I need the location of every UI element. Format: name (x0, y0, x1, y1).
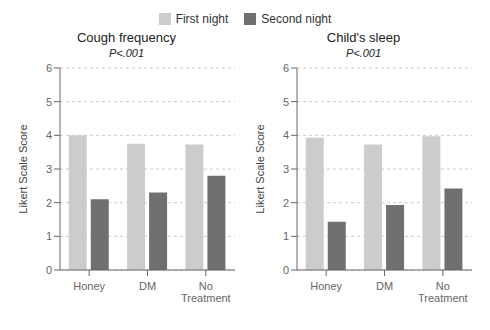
svg-text:0: 0 (46, 264, 52, 276)
svg-text:0: 0 (283, 264, 289, 276)
svg-text:6: 6 (46, 62, 52, 74)
svg-text:Honey: Honey (73, 280, 105, 292)
svg-text:1: 1 (46, 230, 52, 242)
svg-text:Likert Scale Score: Likert Scale Score (254, 124, 266, 213)
svg-text:1: 1 (283, 230, 289, 242)
svg-text:Likert Scale Score: Likert Scale Score (17, 124, 29, 213)
svg-text:5: 5 (283, 96, 289, 108)
svg-text:DM: DM (139, 280, 156, 292)
html-text:Cough frequency: Cough frequency (77, 30, 176, 45)
svg-text:5: 5 (46, 96, 52, 108)
svg-text:4: 4 (46, 129, 52, 141)
svg-text:2: 2 (283, 197, 289, 209)
svg-text:Honey: Honey (310, 280, 342, 292)
html-text:Child's sleep: Child's sleep (326, 30, 401, 45)
svg-text:DM: DM (376, 280, 393, 292)
svg-text:3: 3 (46, 163, 52, 175)
svg-text:6: 6 (283, 62, 289, 74)
html-text:P<.001: P<.001 (345, 47, 382, 59)
svg-text:NoTreatment: NoTreatment (418, 280, 468, 304)
html-text:First night: First night (175, 12, 229, 26)
svg-text:4: 4 (283, 129, 289, 141)
html-text:P<.001: P<.001 (108, 47, 145, 59)
svg-text:3: 3 (283, 163, 289, 175)
svg-text:2: 2 (46, 197, 52, 209)
svg-text:NoTreatment: NoTreatment (181, 280, 231, 304)
html-text:Second night: Second night (261, 12, 332, 26)
